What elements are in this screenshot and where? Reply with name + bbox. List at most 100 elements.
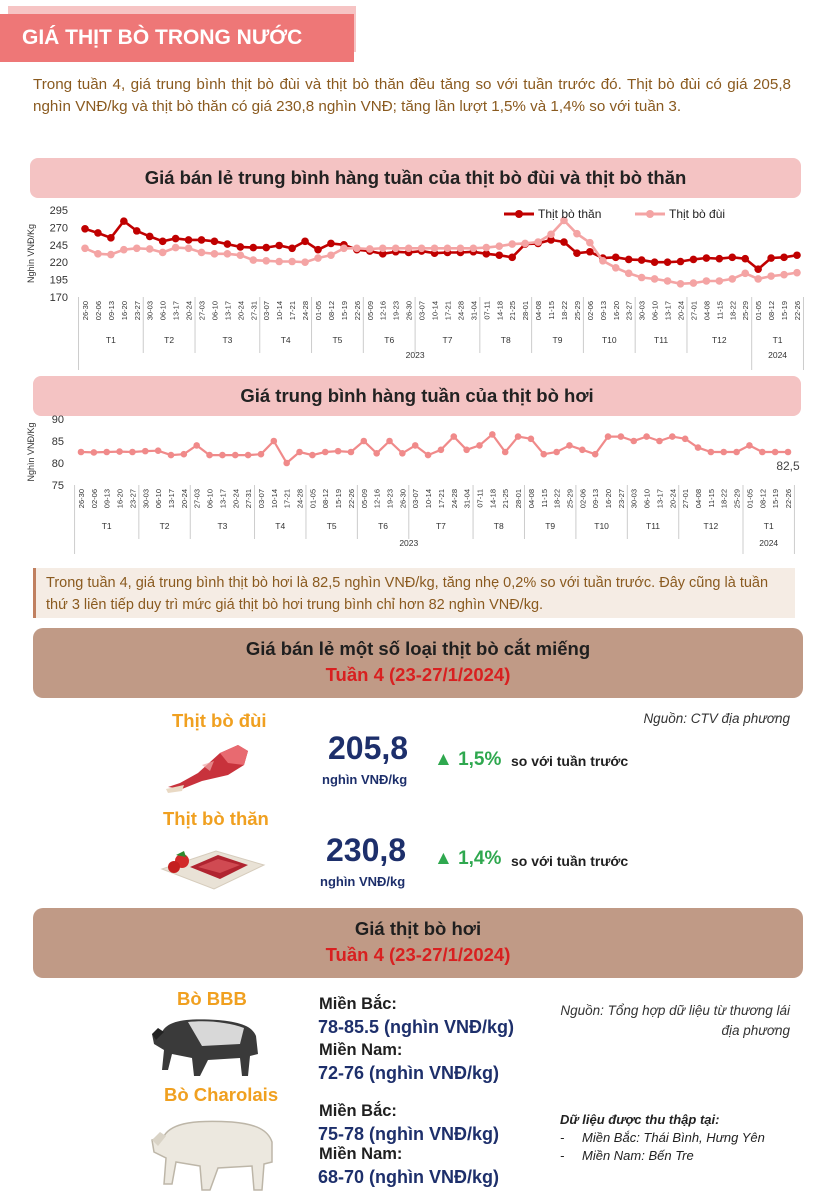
x-tick-label: 15-19	[771, 489, 780, 508]
x-tick-label: 27-31	[244, 489, 253, 508]
y-tick-label: 90	[52, 414, 64, 426]
month-group-label: T9	[553, 335, 563, 345]
data-point	[650, 275, 659, 283]
data-point	[249, 256, 258, 264]
data-point	[314, 254, 322, 262]
live-title: Giá thịt bò hơi	[354, 918, 482, 939]
month-group-label: T1	[106, 335, 116, 345]
x-tick-label: 13-17	[655, 489, 664, 508]
x-tick-label: 23-27	[133, 301, 142, 320]
x-tick-label: 24-28	[296, 489, 305, 508]
data-point	[184, 236, 193, 244]
collection-south: Miền Nam: Bến Tre	[582, 1148, 694, 1163]
y-tick-label: 80	[52, 458, 64, 470]
data-point	[495, 251, 504, 260]
page-title: GIÁ THỊT BÒ TRONG NƯỚC	[0, 14, 354, 62]
bbb-south-label: Miền Nam:	[319, 1041, 403, 1059]
data-point	[404, 244, 413, 253]
x-tick-label: 04-08	[534, 301, 543, 320]
x-tick-label: 27-01	[681, 489, 690, 508]
x-tick-label: 15-19	[334, 489, 343, 508]
y-tick-label: 75	[52, 480, 64, 492]
x-tick-label: 26-30	[405, 301, 414, 320]
x-tick-label: 03-07	[262, 301, 271, 320]
data-point	[417, 244, 426, 253]
data-point	[120, 217, 128, 225]
x-tick-label: 09-13	[103, 489, 112, 508]
month-group-label: T11	[646, 521, 660, 531]
data-point	[694, 444, 702, 451]
x-tick-label: 25-29	[573, 301, 582, 320]
series-line-1	[84, 219, 798, 271]
data-point	[702, 254, 711, 262]
data-point	[741, 254, 750, 263]
x-tick-label: 18-22	[553, 489, 562, 508]
year-label: 2024	[759, 538, 778, 548]
data-point	[81, 244, 89, 253]
x-tick-label: 06-10	[651, 301, 660, 320]
x-tick-label: 17-21	[288, 301, 297, 320]
product-name-dui: Thịt bò đùi	[172, 710, 267, 731]
cuts-source: Nguồn: CTV địa phương	[643, 711, 790, 726]
charolais-north-label: Miền Bắc:	[319, 1102, 397, 1120]
data-point	[107, 250, 115, 259]
data-point	[715, 277, 724, 285]
x-tick-label: 25-29	[741, 301, 750, 320]
bbb-south-value: 72-76 (nghìn VNĐ/kg)	[318, 1063, 500, 1083]
data-point	[637, 256, 646, 264]
y-tick-label: 170	[50, 292, 68, 304]
data-point	[373, 450, 380, 457]
data-point	[754, 275, 762, 283]
data-point	[514, 433, 522, 440]
data-point	[116, 448, 123, 455]
data-point	[340, 244, 348, 253]
month-group-label: T7	[443, 335, 453, 345]
data-point	[288, 257, 296, 266]
intro-text: Trong tuần 4, giá trung bình thịt bò đùi…	[33, 76, 791, 115]
data-point	[579, 446, 586, 454]
data-point	[482, 243, 491, 252]
data-point	[527, 435, 535, 443]
data-point	[767, 254, 775, 262]
x-tick-label: 31-04	[463, 489, 472, 508]
product-name-than: Thịt bò thăn	[163, 808, 269, 829]
x-tick-label: 06-10	[159, 301, 168, 320]
data-point	[158, 237, 167, 246]
x-tick-label: 21-25	[501, 489, 510, 508]
x-tick-label: 08-12	[327, 301, 336, 320]
data-point	[249, 243, 258, 252]
month-group-label: T10	[594, 521, 609, 531]
data-point	[715, 254, 724, 263]
y-axis-label: Nghìn VNĐ/Kg	[26, 422, 36, 481]
live-section-header: Giá thịt bò hơi Tuần 4 (23-27/1/2024)	[33, 908, 803, 978]
data-point	[450, 433, 458, 440]
data-point	[197, 236, 206, 244]
x-tick-label: 01-05	[308, 489, 317, 508]
x-tick-label: 04-08	[527, 489, 536, 508]
data-point	[728, 275, 737, 283]
x-tick-label: 14-18	[495, 301, 504, 320]
data-point	[366, 245, 374, 253]
bbb-north-label: Miền Bắc:	[319, 995, 397, 1013]
live-source-line1: Nguồn: Tổng hợp dữ liệu từ thương lái	[560, 1003, 790, 1018]
month-group-label: T6	[384, 335, 394, 345]
x-tick-label: 02-06	[94, 301, 103, 320]
data-point	[617, 433, 625, 440]
y-tick-label: 195	[50, 275, 68, 287]
value-than: 230,8	[326, 832, 407, 868]
year-label: 2023	[399, 538, 418, 548]
data-point	[643, 433, 650, 440]
data-point	[793, 268, 801, 277]
x-tick-label: 16-20	[120, 301, 129, 320]
data-point	[780, 253, 788, 262]
data-point	[171, 234, 180, 243]
x-tick-label: 16-20	[116, 489, 125, 508]
x-tick-label: 27-31	[249, 301, 258, 320]
data-point	[184, 244, 193, 253]
value-dui: 205,8	[328, 730, 409, 766]
x-tick-label: 18-22	[560, 301, 569, 320]
data-point	[262, 243, 271, 252]
data-point	[456, 244, 465, 253]
data-point	[728, 253, 737, 262]
data-point	[534, 238, 542, 246]
